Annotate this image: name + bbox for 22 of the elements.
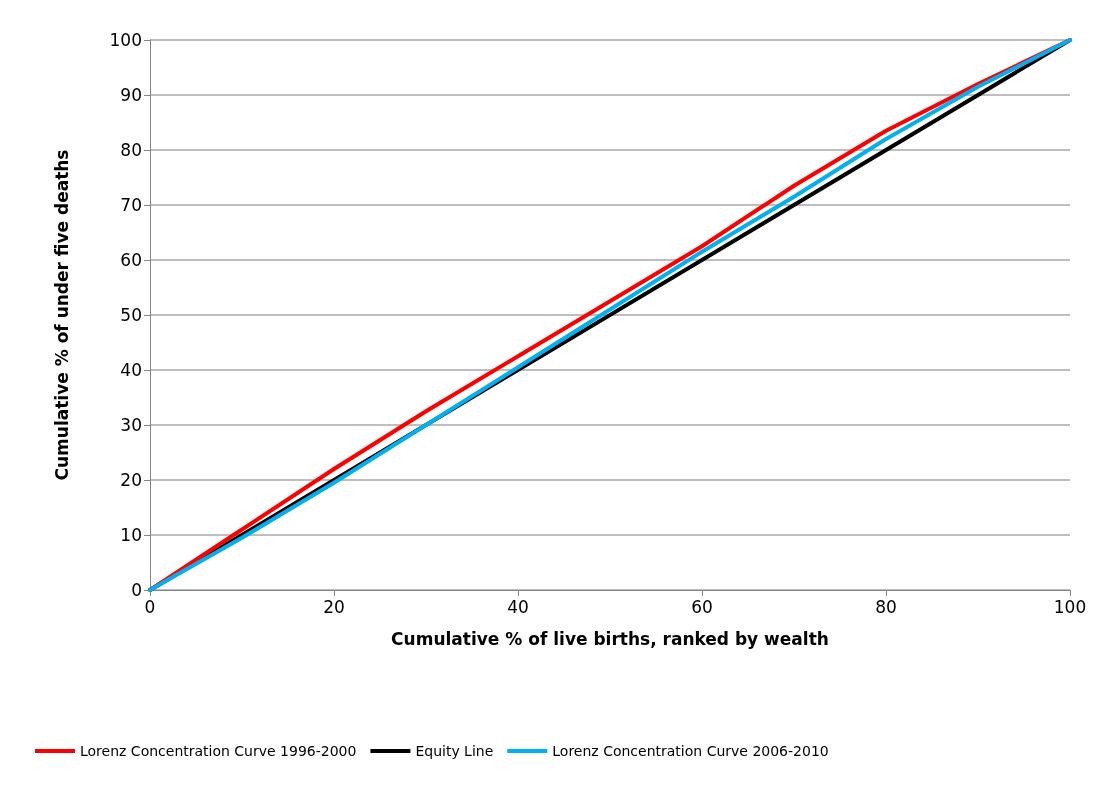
x-tick-label: 40 <box>507 596 529 617</box>
y-tick-label: 10 <box>120 525 142 545</box>
x-tick-label: 0 <box>144 596 156 617</box>
x-tick-label: 80 <box>875 596 897 617</box>
y-tick-label: 60 <box>120 250 142 270</box>
y-tick-label: 70 <box>120 195 142 215</box>
y-tick-label: 40 <box>120 360 142 380</box>
y-tick-label: 50 <box>120 305 142 325</box>
y-tick-label: 80 <box>120 140 142 160</box>
y-tick-label: 90 <box>120 85 142 105</box>
legend-label: Lorenz Concentration Curve 2006-2010 <box>552 743 829 759</box>
y-tick-label: 20 <box>120 470 142 490</box>
x-axis-title: Cumulative % of live births, ranked by wealth <box>391 628 829 649</box>
x-tick-label: 60 <box>691 596 713 617</box>
legend-label: Lorenz Concentration Curve 1996-2000 <box>80 743 357 759</box>
y-tick-label: 100 <box>109 30 142 50</box>
y-tick-label: 0 <box>131 580 142 600</box>
y-tick-label: 30 <box>120 415 142 435</box>
legend-label: Equity Line <box>415 743 494 759</box>
x-tick-label: 20 <box>323 596 345 617</box>
x-tick-label: 100 <box>1053 596 1087 617</box>
y-axis-title: Cumulative % of under five deaths <box>51 149 72 481</box>
